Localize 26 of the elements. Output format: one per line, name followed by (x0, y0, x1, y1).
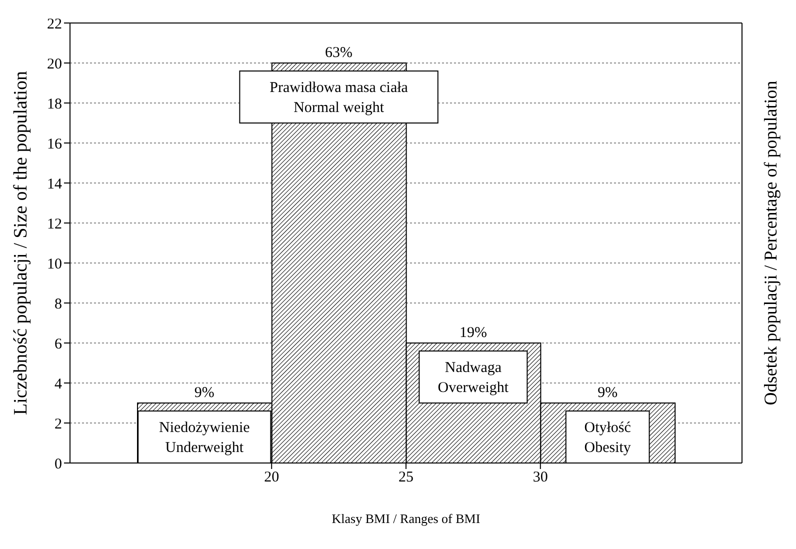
x-tick-label: 20 (264, 470, 280, 486)
y-tick-label: 22 (47, 16, 62, 32)
y-tick-label: 2 (54, 416, 62, 432)
y-tick-label: 18 (47, 96, 62, 112)
x-axis-title: Klasy BMI / Ranges of BMI (332, 511, 480, 526)
annotation: 9% (194, 385, 214, 401)
annotation: Nadwaga Overweight (438, 360, 510, 396)
annotation: 63% (325, 45, 353, 61)
y2-axis-title: Odsetek populacji / Percentage of population (760, 80, 780, 406)
y-axis-title: Liczebność populacji / Size of the population (10, 70, 32, 416)
y-tick-label: 6 (54, 336, 62, 352)
y-tick-label: 20 (47, 56, 62, 72)
annotation: Otyłość Obesity (584, 420, 632, 456)
y-tick-label: 0 (54, 456, 62, 472)
annotation: Prawidłowa masa ciała Normal weight (270, 80, 408, 116)
annotation: 19% (459, 325, 487, 341)
y-tick-label: 12 (47, 216, 62, 232)
y-tick-label: 4 (54, 376, 62, 392)
annotation: Niedożywienie Underweight (158, 420, 250, 456)
y-tick-label: 14 (47, 176, 62, 192)
y-tick-label: 16 (47, 136, 62, 152)
y-tick-label: 10 (47, 256, 62, 272)
x-tick-label: 25 (398, 470, 414, 486)
annotation: 9% (598, 385, 618, 401)
x-tick-label: 30 (532, 470, 548, 486)
y-tick-label: 8 (54, 296, 62, 312)
